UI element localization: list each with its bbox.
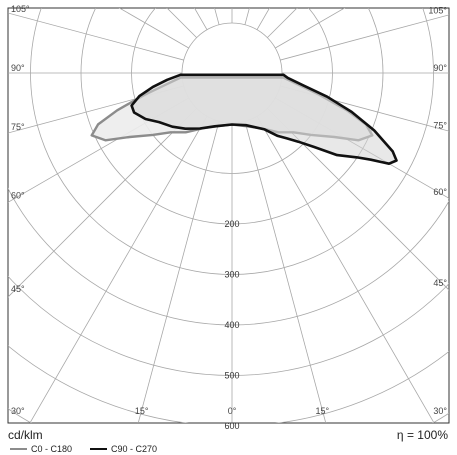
- radial-tick-label: 600: [224, 421, 239, 431]
- grid-spoke: [8, 108, 197, 298]
- angle-tick-label: 15°: [135, 406, 149, 416]
- angle-tick-label: 15°: [315, 406, 329, 416]
- angle-tick-label: 30°: [433, 406, 447, 416]
- angle-tick-label: 90°: [433, 63, 447, 73]
- angle-tick-label: 105°: [428, 5, 447, 15]
- angle-tick-label: 45°: [433, 278, 447, 288]
- efficiency-symbol: η: [396, 428, 404, 442]
- radial-tick-label: 200: [224, 219, 239, 229]
- legend: C0 - C180 C90 - C270: [10, 443, 175, 455]
- legend-label-c0: C0 - C180: [31, 444, 73, 454]
- unit-label: cd/klm: [8, 428, 43, 442]
- efficiency-label: η = 100%: [397, 428, 448, 442]
- series-layer: [90, 73, 398, 165]
- grid-spoke: [8, 85, 184, 134]
- legend-swatch-c90: [90, 448, 108, 450]
- grid-spoke: [275, 8, 346, 49]
- radial-tick-label: 400: [224, 320, 239, 330]
- grid-spoke: [118, 8, 189, 49]
- grid-spoke: [267, 108, 449, 291]
- efficiency-value: 100%: [417, 428, 448, 442]
- grid-spoke: [280, 14, 449, 61]
- legend-swatch-c0: [10, 448, 27, 450]
- angle-tick-label: 75°: [11, 122, 25, 132]
- grid-spoke: [29, 116, 208, 423]
- angle-tick-label: 105°: [11, 4, 30, 14]
- angle-tick-label: 60°: [433, 187, 447, 197]
- angle-tick-label: 0°: [228, 406, 237, 416]
- grid-spoke: [256, 116, 435, 423]
- label-layer: 200 300 400 500 600 105° 105° 90° 90° 75° 75° 60° 60…: [11, 4, 447, 431]
- series-curve-1: [130, 73, 398, 165]
- angle-tick-label: 45°: [11, 284, 25, 294]
- efficiency-equals: =: [406, 428, 414, 442]
- grid-spoke: [137, 121, 220, 423]
- angle-tick-label: 75°: [433, 121, 447, 131]
- grid-spoke: [280, 85, 449, 132]
- radial-tick-label: 300: [224, 270, 239, 280]
- angle-tick-label: 60°: [11, 191, 25, 201]
- radial-tick-label: 500: [224, 371, 239, 381]
- angle-tick-label: 90°: [11, 63, 25, 73]
- grid-spoke: [8, 12, 184, 61]
- grid-spoke: [244, 121, 327, 423]
- angle-tick-label: 30°: [11, 406, 25, 416]
- legend-label-c90: C90 - C270: [111, 444, 158, 454]
